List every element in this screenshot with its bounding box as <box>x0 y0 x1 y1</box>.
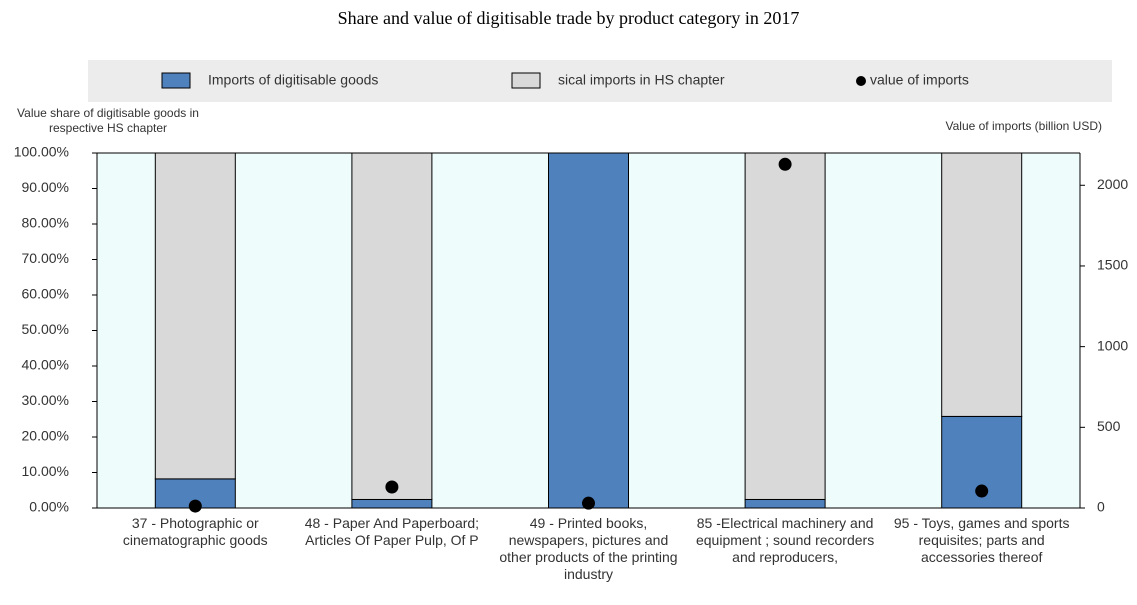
y-tick-label: 40.00% <box>22 357 69 373</box>
y-tick-label: 60.00% <box>22 286 69 302</box>
y-axis-label: Value share of digitisable goods in resp… <box>17 106 199 135</box>
y-tick-label: 80.00% <box>22 215 69 231</box>
legend-dot <box>856 76 866 86</box>
y-tick-label: 20.00% <box>22 428 69 444</box>
legend-label: Imports of digitisable goods <box>208 72 378 88</box>
legend-swatch <box>161 72 191 89</box>
bar-segment <box>744 152 826 500</box>
y-tick-label: 70.00% <box>22 250 69 266</box>
x-tick-label: 37 - Photographic or cinematographic goo… <box>122 515 268 548</box>
value-dot <box>188 499 202 513</box>
value-dot <box>385 480 399 494</box>
chart-title: Share and value of digitisable trade by … <box>337 8 800 28</box>
legend-label: sical imports in HS chapter <box>558 72 725 88</box>
x-tick-label: 85 -Electrical machinery and equipment ;… <box>695 515 875 565</box>
y-tick-label: 30.00% <box>22 392 69 408</box>
y-tick-label: 100.00% <box>14 144 69 160</box>
bar-segment <box>351 498 433 509</box>
bar-segment <box>154 152 236 480</box>
bar-segment <box>351 152 433 500</box>
y-tick-label: 90.00% <box>22 179 69 195</box>
y-tick-label: 10.00% <box>22 463 69 479</box>
y2-tick-label: 500 <box>1097 418 1121 434</box>
bar-segment <box>941 152 1023 417</box>
x-tick-label: 49 - Printed books, newspapers, pictures… <box>499 515 678 582</box>
y2-tick-label: 0 <box>1097 499 1105 515</box>
value-dot <box>778 157 792 171</box>
value-dot <box>975 484 989 498</box>
x-tick-label: 95 - Toys, games and sports requisites; … <box>893 515 1070 565</box>
bar-segment <box>744 498 826 509</box>
value-dot <box>582 496 595 510</box>
legend-swatch <box>511 72 541 89</box>
y2-tick-label: 1500 <box>1097 257 1128 273</box>
legend-background <box>88 60 1112 102</box>
legend-label: value of imports <box>870 72 969 88</box>
x-tick-label: 48 - Paper And Paperboard; Articles Of P… <box>304 515 480 548</box>
y-tick-label: 50.00% <box>22 321 69 337</box>
y2-axis-label: Value of imports (billion USD) <box>945 119 1103 133</box>
bar-segment <box>548 152 629 509</box>
y2-tick-label: 1000 <box>1097 337 1128 353</box>
y2-tick-label: 2000 <box>1097 176 1128 192</box>
y-tick-label: 0.00% <box>29 499 69 515</box>
